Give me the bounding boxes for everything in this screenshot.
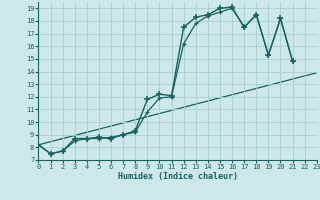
X-axis label: Humidex (Indice chaleur): Humidex (Indice chaleur) [118, 172, 238, 181]
